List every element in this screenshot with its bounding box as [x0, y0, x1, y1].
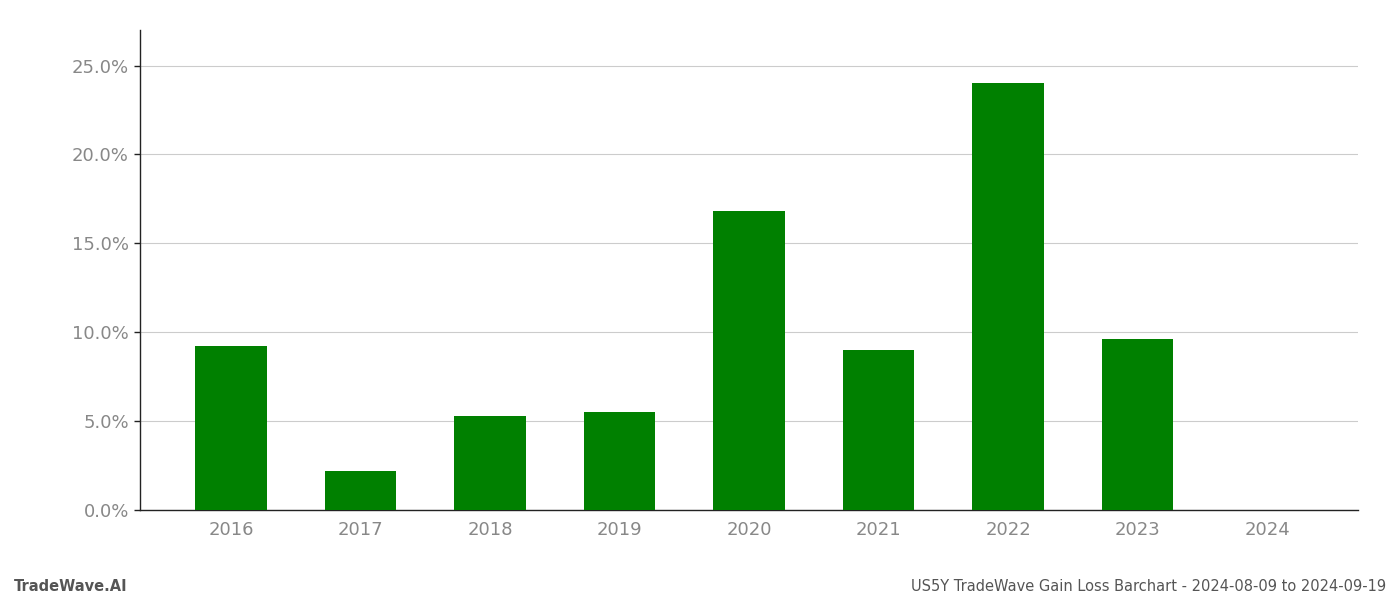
Bar [455, 416, 525, 510]
Bar [843, 350, 914, 510]
Bar [196, 346, 266, 510]
Bar [325, 471, 396, 510]
Text: US5Y TradeWave Gain Loss Barchart - 2024-08-09 to 2024-09-19: US5Y TradeWave Gain Loss Barchart - 2024… [911, 579, 1386, 594]
Bar [584, 412, 655, 510]
Text: TradeWave.AI: TradeWave.AI [14, 579, 127, 594]
Bar [973, 83, 1043, 510]
Bar [714, 211, 784, 510]
Bar [1102, 340, 1173, 510]
